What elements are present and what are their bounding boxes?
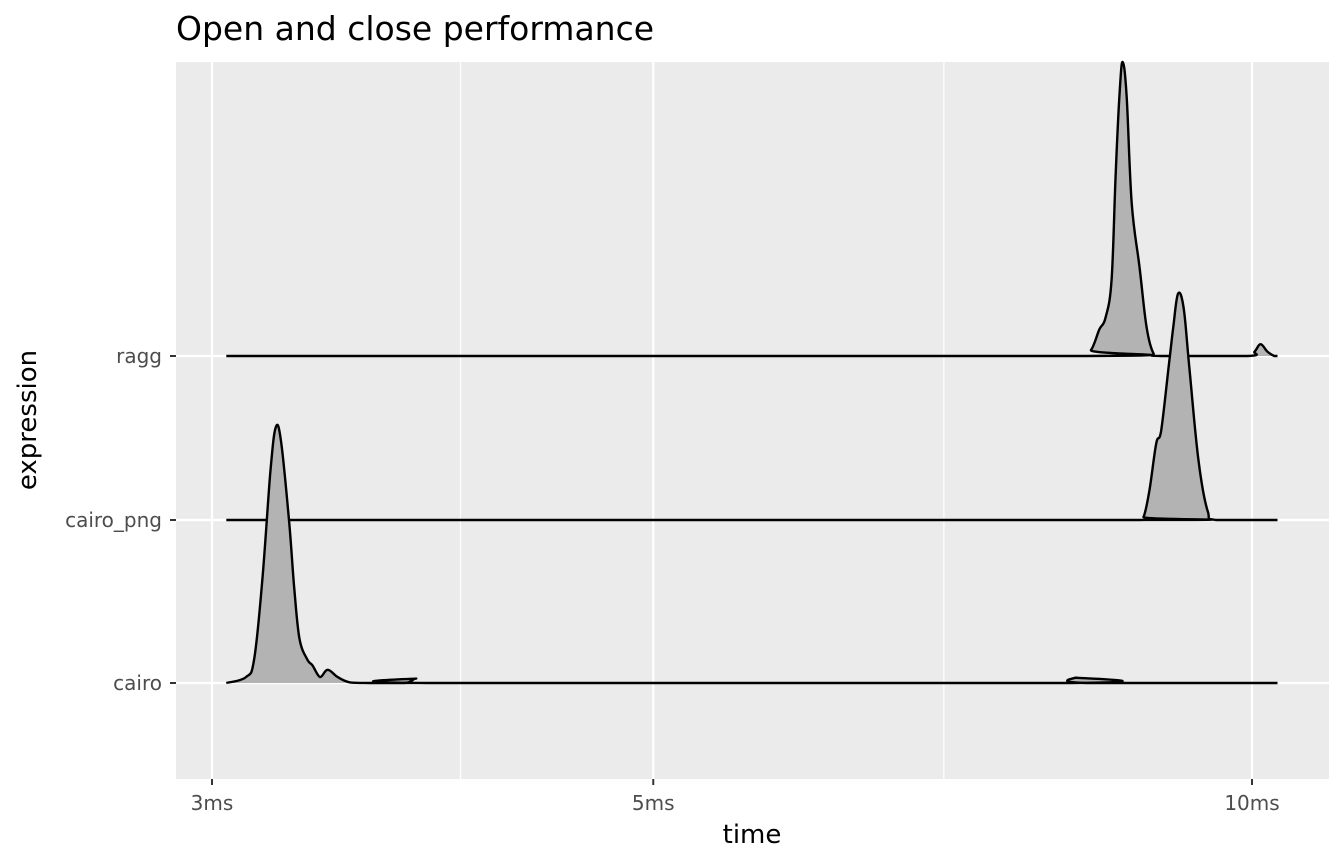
ridge-line-ragg: [226, 60, 1278, 358]
x-tick-label: 3ms: [191, 791, 234, 815]
plot-panel: [176, 62, 1329, 779]
y-tick-label-cairo_png: cairo_png: [65, 508, 162, 532]
x-axis-title: time: [723, 820, 782, 850]
x-axis-tick-labels: 3ms 5ms 10ms: [191, 791, 1280, 815]
density-ridges: [225, 60, 1278, 685]
y-axis-title: expression: [13, 350, 43, 490]
x-tick-label: 5ms: [632, 791, 675, 815]
x-tick-label: 10ms: [1224, 791, 1279, 815]
ridge-line-cairo: [225, 423, 1278, 685]
chart-title: Open and close performance: [176, 9, 654, 48]
y-tick-label-ragg: ragg: [116, 344, 162, 368]
y-tick-label-cairo: cairo: [113, 671, 162, 695]
y-axis-tick-labels: cairo cairo_png ragg: [65, 344, 162, 695]
axis-ticks: [170, 355, 1253, 785]
ridge-fill-cairo_png: [226, 292, 1278, 520]
ridge-line-cairo_png: [226, 291, 1278, 522]
